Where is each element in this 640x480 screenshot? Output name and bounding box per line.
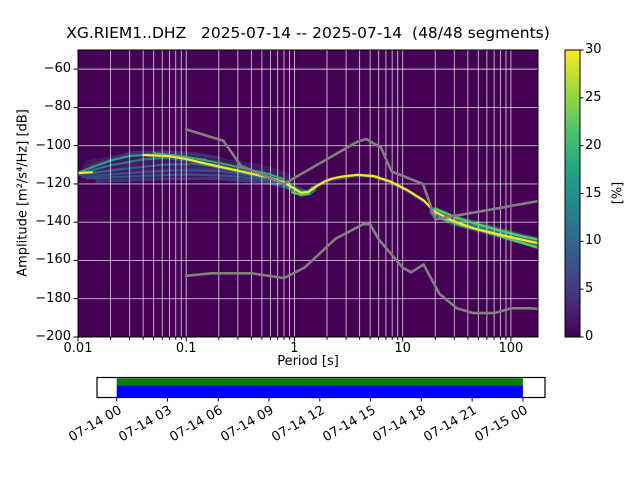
noise-model-nlnm bbox=[184, 223, 538, 315]
grid-layer bbox=[78, 50, 538, 337]
ppsd-mode-layer bbox=[78, 152, 538, 250]
timeline-coverage-bar-green bbox=[116, 378, 523, 386]
ppsd-green-fringe bbox=[290, 191, 310, 196]
ppsd-mode-line bbox=[78, 171, 94, 175]
ppsd-spread-streak bbox=[85, 173, 286, 186]
ppsd-green-fringe bbox=[152, 152, 285, 181]
plot-title: XG.RIEM1..DHZ 2025-07-14 -- 2025-07-14 (… bbox=[66, 24, 550, 42]
x-axis-label: Period [s] bbox=[277, 354, 339, 369]
axis-ticks bbox=[73, 68, 512, 342]
timeline-coverage-bar-blue bbox=[116, 385, 523, 397]
ppsd-mode-line bbox=[142, 153, 538, 245]
colorbar-label: [%] bbox=[610, 181, 626, 205]
y-axis-label: Amplitude [m²/s⁴/Hz] [dB] bbox=[15, 109, 31, 277]
noise-model-layer bbox=[184, 128, 538, 315]
noise-model-nhnm bbox=[184, 128, 538, 221]
axes-spines bbox=[77, 49, 539, 338]
colorbar bbox=[564, 49, 581, 338]
